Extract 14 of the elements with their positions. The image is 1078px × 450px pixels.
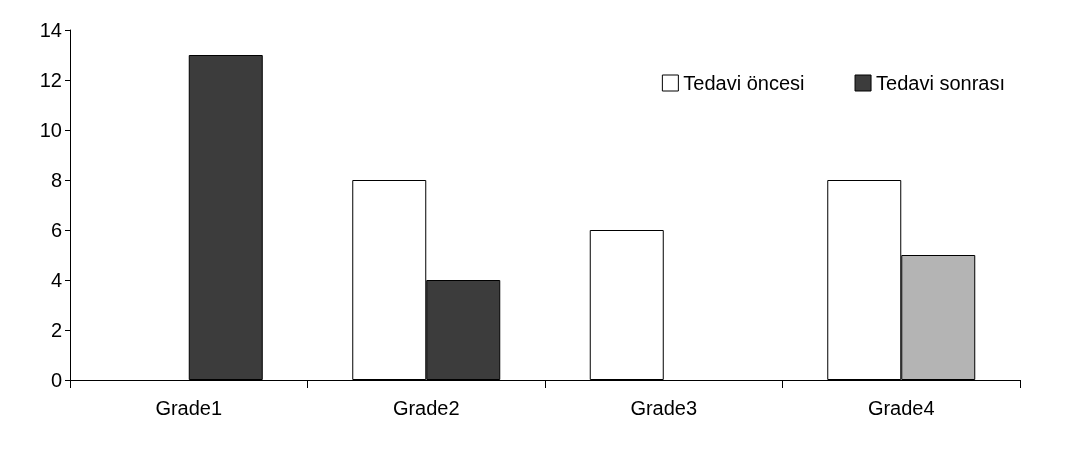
y-tick-label: 8	[50, 169, 62, 191]
y-tick-label: 14	[39, 19, 62, 41]
y-tick-label: 2	[50, 319, 62, 341]
y-tick-label: 12	[39, 69, 62, 91]
x-tick-label: Grade3	[630, 397, 698, 419]
y-tick-label: 6	[50, 219, 62, 241]
x-tick-label: Grade1	[155, 397, 223, 419]
x-tick-label: Grade4	[867, 397, 935, 419]
legend-label: Tedavi sonrası	[876, 72, 1006, 94]
x-tick-label: Grade2	[392, 397, 460, 419]
y-tick-label: 0	[50, 369, 62, 391]
legend-label: Tedavi öncesi	[683, 72, 805, 94]
y-tick-label: 10	[39, 119, 62, 141]
y-tick-label: 4	[50, 269, 62, 291]
